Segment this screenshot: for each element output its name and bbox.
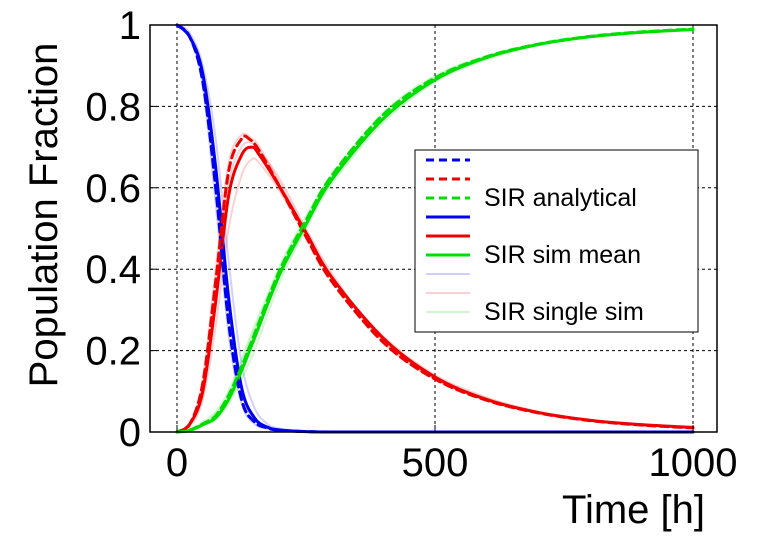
legend-label: SIR single sim	[484, 298, 644, 326]
y-axis-label: Population Fraction	[22, 43, 66, 388]
y-tick-label: 0.2	[85, 330, 141, 374]
legend: SIR analytical SIR sim mean SIR single sim	[414, 149, 699, 333]
series-line-r-analytical	[175, 27, 695, 434]
x-tick-label: 500	[402, 441, 469, 485]
y-tick-label: 0	[119, 411, 141, 455]
y-tick-label: 1	[119, 4, 141, 48]
series-line-i-analytical	[175, 134, 695, 434]
legend-label: SIR analytical	[484, 184, 637, 212]
plot-frame	[149, 24, 718, 433]
x-tick-label: 0	[166, 441, 188, 485]
legend-label: SIR sim mean	[484, 241, 641, 269]
axis-ticks: 0 500 1000 0 0.2 0.4 0.6 0.8 1	[85, 4, 737, 485]
y-tick-label: 0.4	[85, 248, 141, 292]
legend-box	[414, 149, 699, 333]
y-tick-label: 0.6	[85, 167, 141, 211]
x-axis-label: Time [h]	[562, 488, 705, 532]
x-tick-label: 1000	[649, 441, 738, 485]
y-tick-label: 0.8	[85, 85, 141, 129]
